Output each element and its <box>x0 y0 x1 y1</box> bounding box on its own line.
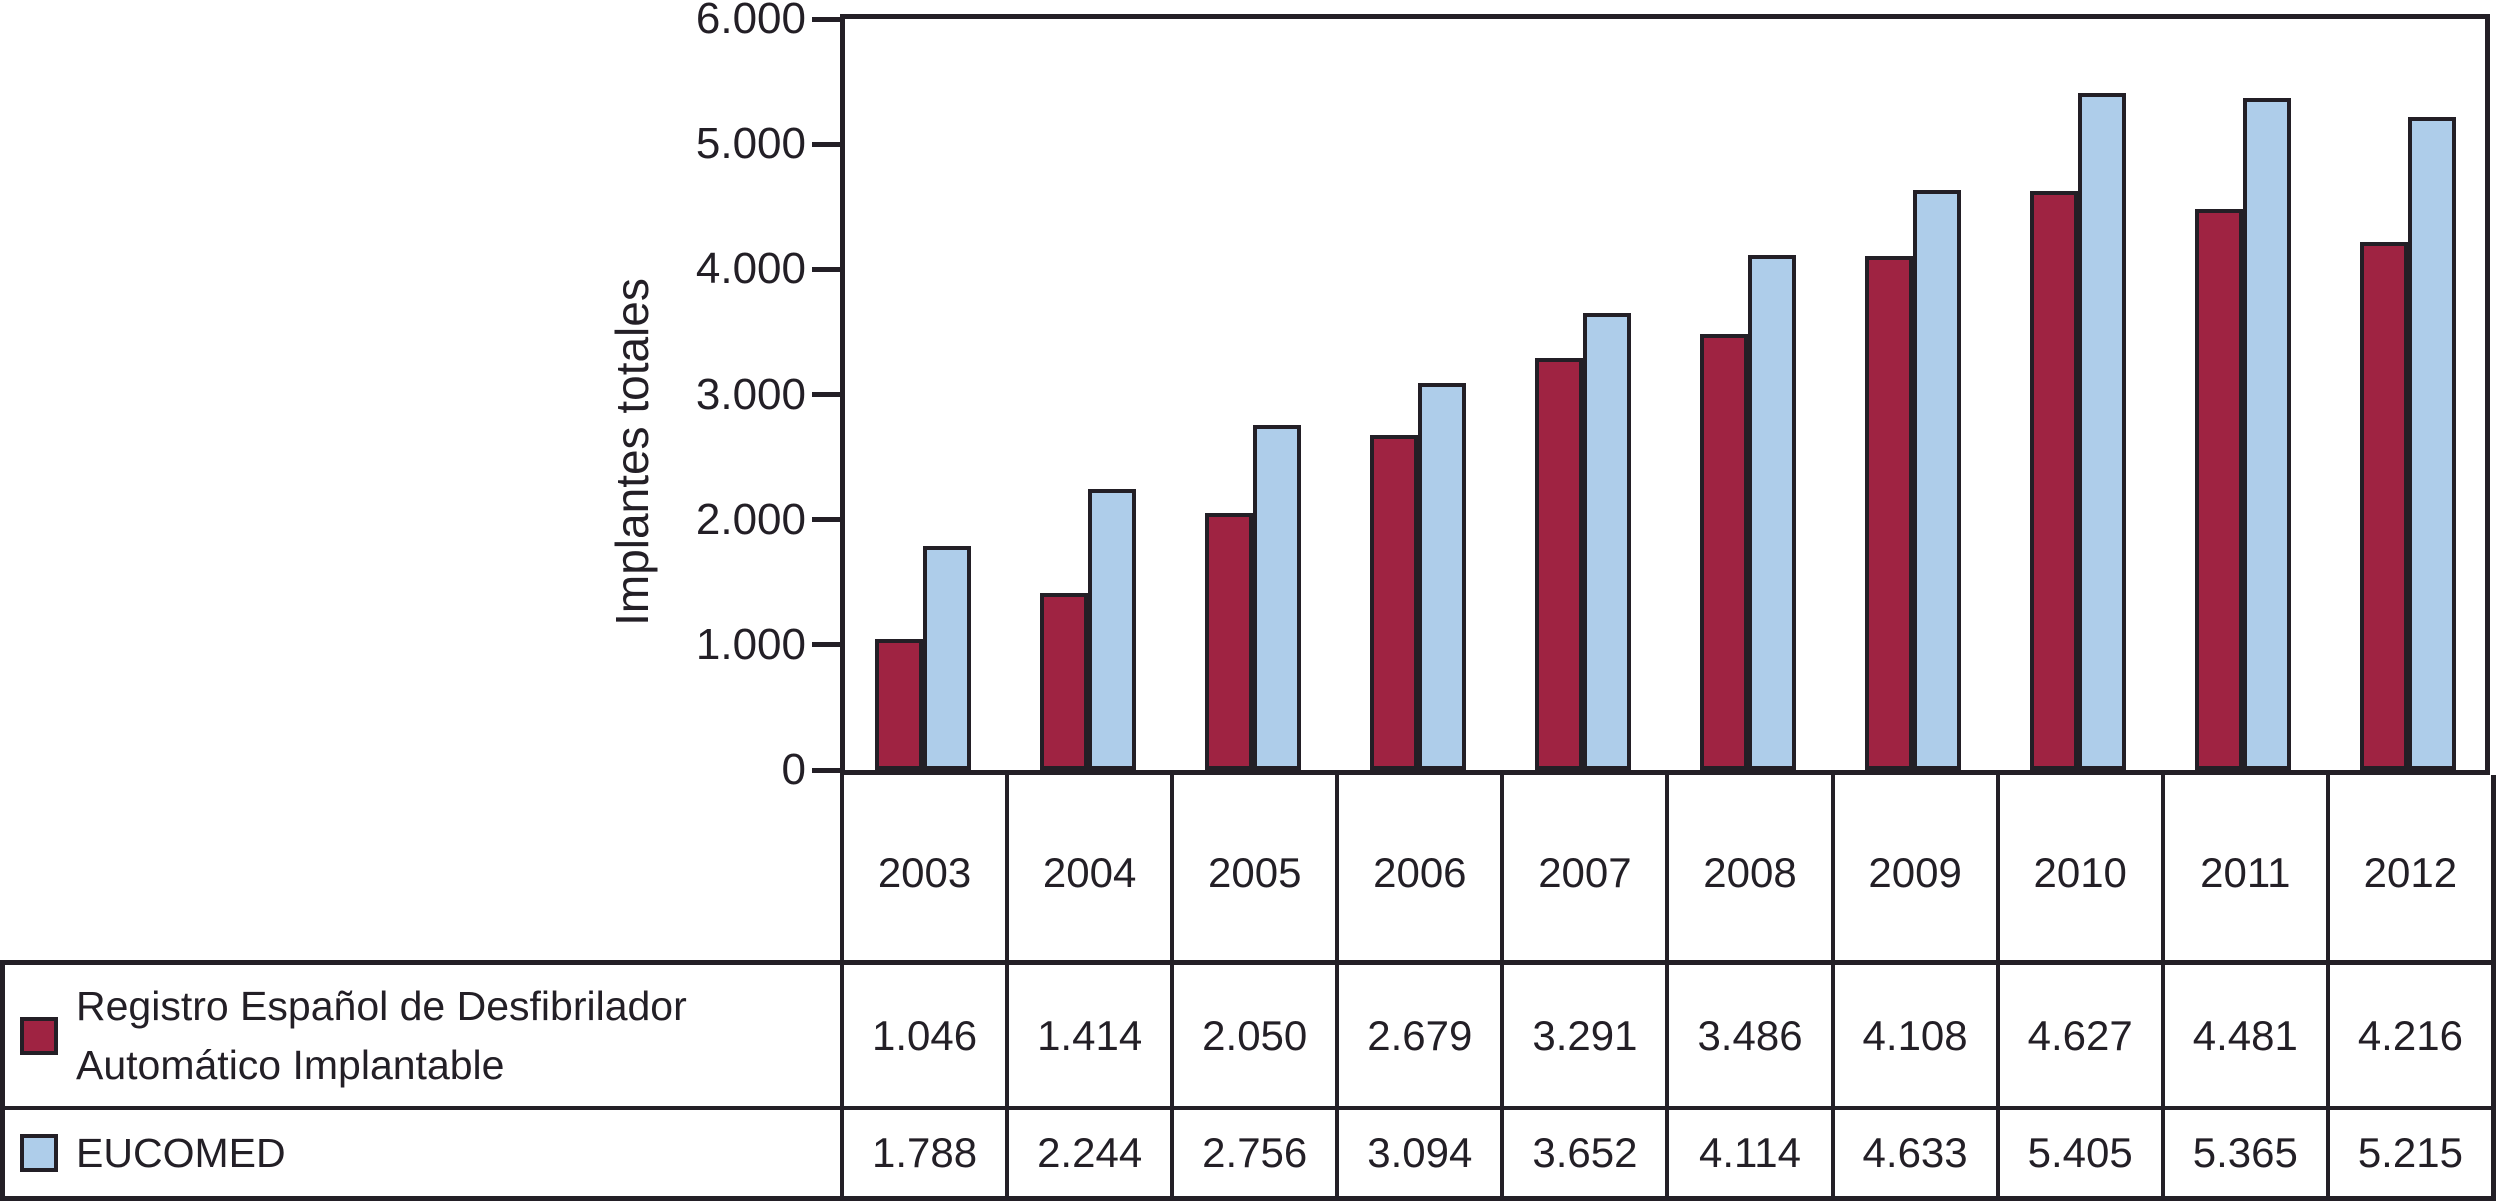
bar-registro-2009 <box>1865 256 1914 770</box>
year-cell-2004: 2004 <box>1005 775 1170 960</box>
value-cell-registro-2004: 1.414 <box>1005 965 1170 1106</box>
bar-eucomed-2007 <box>1582 313 1631 770</box>
legend-label-registro-line2: Automático Implantable <box>76 1041 505 1088</box>
legend-cell-registro: Registro Español de Desfibrilador Automá… <box>5 965 840 1106</box>
bar-registro-2007 <box>1534 358 1583 770</box>
y-tick-label-5000: 5.000 <box>695 119 806 169</box>
bar-eucomed-2012 <box>2408 117 2457 770</box>
registro-series-swatch <box>20 1016 58 1055</box>
y-tick-1000 <box>812 642 840 648</box>
y-tick-label-0: 0 <box>781 745 806 794</box>
value-cell-registro-2003: 1.046 <box>840 965 1005 1106</box>
value-cell-registro-2008: 3.486 <box>1665 965 1830 1106</box>
bar-eucomed-2005 <box>1252 425 1301 770</box>
y-tick-5000 <box>812 141 840 147</box>
bar-registro-2008 <box>1700 334 1749 770</box>
y-tick-4000 <box>812 266 840 272</box>
year-cell-2010: 2010 <box>1995 775 2161 960</box>
year-cell-2009: 2009 <box>1830 775 1996 960</box>
value-cell-registro-2011: 4.481 <box>2160 965 2326 1106</box>
year-cell-2007: 2007 <box>1500 775 1665 960</box>
value-cell-eucomed-2004: 2.244 <box>1005 1110 1170 1196</box>
eucomed-series-swatch <box>20 1134 58 1172</box>
year-cell-2005: 2005 <box>1170 775 1335 960</box>
bar-eucomed-2011 <box>2243 98 2292 770</box>
value-cell-eucomed-2009: 4.633 <box>1830 1110 1996 1196</box>
bar-eucomed-2008 <box>1748 255 1797 770</box>
legend-cell-eucomed: EUCOMED <box>5 1110 840 1196</box>
y-tick-3000 <box>812 392 840 397</box>
bar-registro-2006 <box>1369 435 1418 770</box>
value-cell-eucomed-2006: 3.094 <box>1335 1110 1500 1196</box>
value-cell-registro-2005: 2.050 <box>1170 965 1335 1106</box>
year-cell-2011: 2011 <box>2160 775 2326 960</box>
bar-eucomed-2006 <box>1417 383 1466 770</box>
bar-eucomed-2010 <box>2078 93 2127 770</box>
y-tick-2000 <box>812 517 840 523</box>
value-cell-registro-2007: 3.291 <box>1500 965 1665 1106</box>
year-cell-2003: 2003 <box>840 775 1005 960</box>
value-cell-eucomed-2005: 2.756 <box>1170 1110 1335 1196</box>
year-cell-2006: 2006 <box>1335 775 1500 960</box>
bar-eucomed-2004 <box>1087 489 1136 770</box>
bar-registro-2010 <box>2030 191 2079 770</box>
value-cell-eucomed-2011: 5.365 <box>2160 1110 2326 1196</box>
y-tick-label-2000: 2.000 <box>695 494 806 544</box>
bar-registro-2005 <box>1204 513 1253 770</box>
y-tick-0 <box>812 767 840 773</box>
value-cell-registro-2010: 4.627 <box>1995 965 2161 1106</box>
y-tick-6000 <box>812 16 840 22</box>
value-cell-registro-2012: 4.216 <box>2325 965 2491 1106</box>
year-cell-2012: 2012 <box>2325 775 2491 960</box>
bar-eucomed-2003 <box>922 546 971 770</box>
bar-registro-2012 <box>2360 242 2409 770</box>
value-cell-eucomed-2007: 3.652 <box>1500 1110 1665 1196</box>
value-cell-registro-2009: 4.108 <box>1830 965 1996 1106</box>
y-tick-label-1000: 1.000 <box>695 619 806 669</box>
legend-label-registro-line1: Registro Español de Desfibrilador <box>76 983 687 1030</box>
table-row-registro: Registro Español de Desfibrilador Automá… <box>5 965 2491 1110</box>
year-cell-2008: 2008 <box>1665 775 1830 960</box>
y-axis-title: Implantes totales <box>606 278 658 626</box>
y-tick-label-6000: 6.000 <box>695 0 806 43</box>
y-tick-label-3000: 3.000 <box>695 369 806 419</box>
bar-eucomed-2009 <box>1913 190 1962 770</box>
value-cell-eucomed-2012: 5.215 <box>2325 1110 2491 1196</box>
bar-registro-2011 <box>2195 209 2244 770</box>
value-cell-eucomed-2010: 5.405 <box>1995 1110 2161 1196</box>
plot-area <box>840 14 2490 775</box>
table-row-eucomed: EUCOMED 1.788 2.244 2.756 3.094 3.652 4.114 4.… <box>5 1110 2491 1196</box>
y-tick-label-4000: 4.000 <box>695 244 806 294</box>
data-table: Registro Español de Desfibrilador Automá… <box>0 960 2496 1201</box>
bar-registro-2004 <box>1039 593 1088 770</box>
legend-label-registro: Registro Español de Desfibrilador Automá… <box>76 977 687 1093</box>
legend-label-eucomed: EUCOMED <box>76 1129 286 1176</box>
value-cell-eucomed-2008: 4.114 <box>1665 1110 1830 1196</box>
value-cell-registro-2006: 2.679 <box>1335 965 1500 1106</box>
value-cell-eucomed-2003: 1.788 <box>840 1110 1005 1196</box>
bar-registro-2003 <box>874 639 923 770</box>
x-axis-year-row: 2003 2004 2005 2006 2007 2008 2009 2010 2011 2012 <box>840 775 2496 960</box>
